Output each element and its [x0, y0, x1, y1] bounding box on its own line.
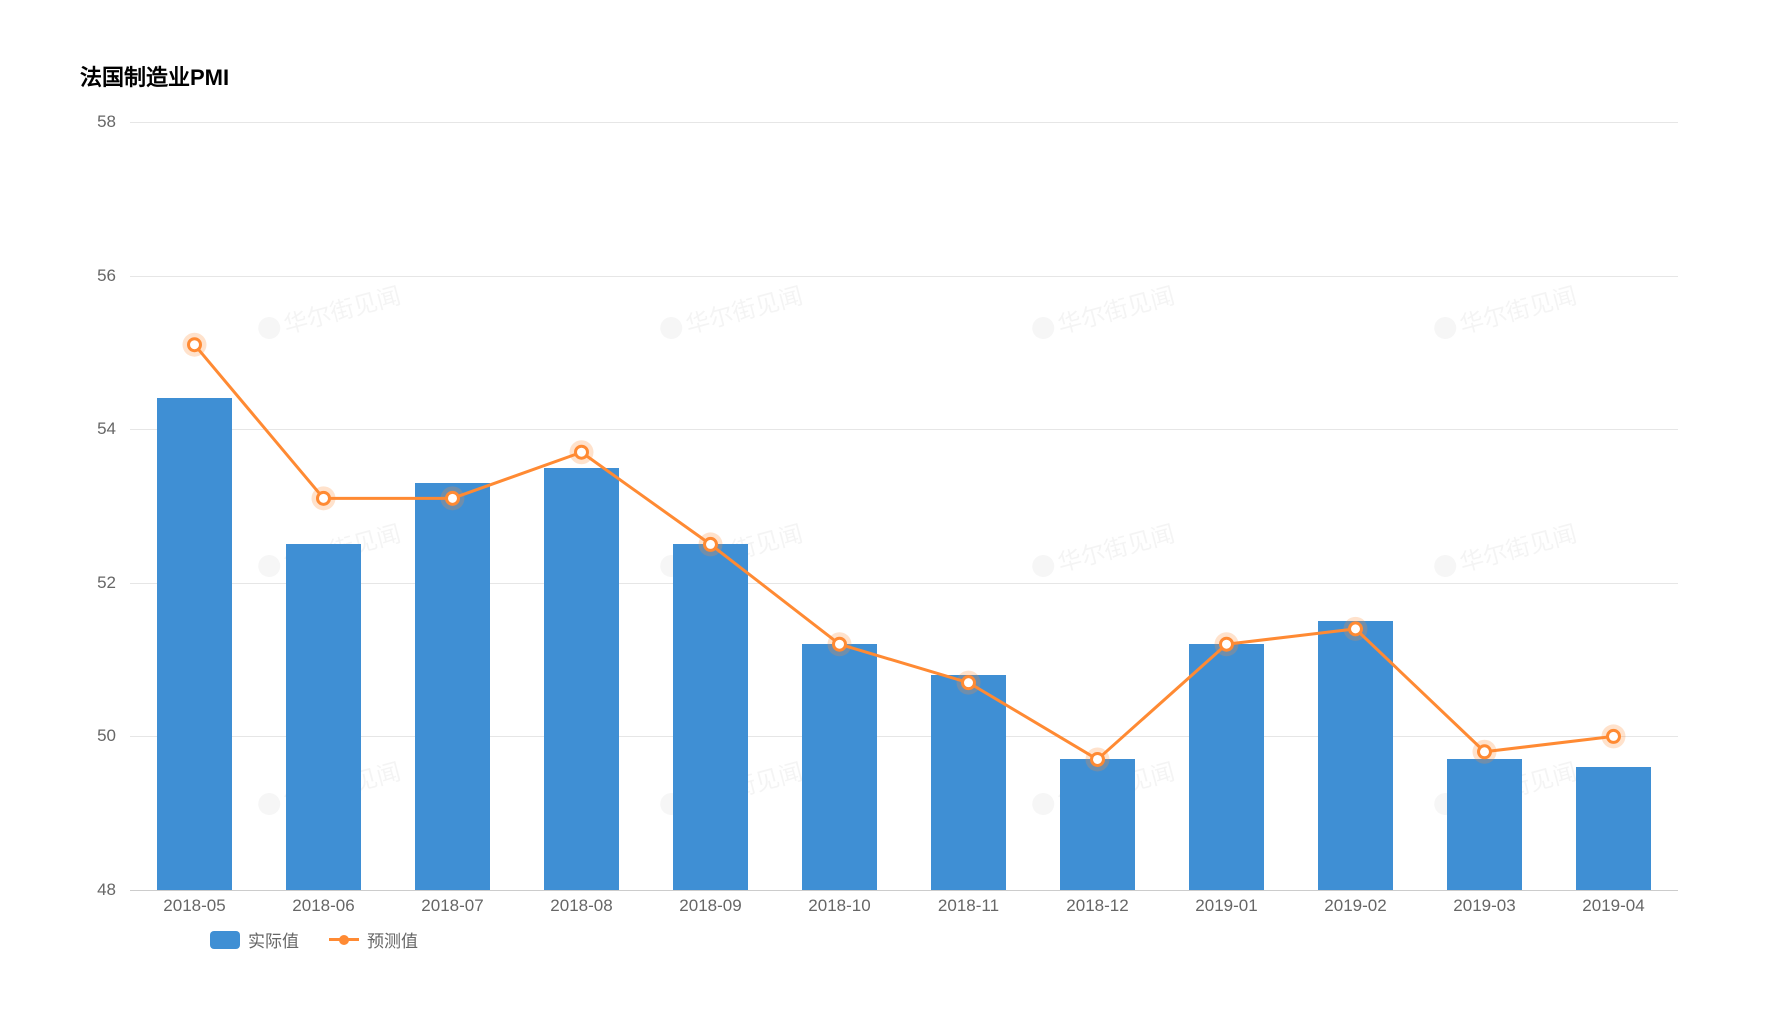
bar — [802, 644, 877, 890]
line-marker — [189, 339, 201, 351]
line-marker-glow — [570, 440, 594, 464]
grid-line — [130, 276, 1678, 277]
y-axis-label: 52 — [97, 573, 130, 593]
y-axis-label: 50 — [97, 726, 130, 746]
watermark: 华尔街见闻 — [254, 276, 404, 348]
x-axis-label: 2018-08 — [550, 896, 612, 916]
bar — [286, 544, 361, 890]
bar — [1318, 621, 1393, 890]
watermark: 华尔街见闻 — [1028, 276, 1178, 348]
legend-item-bar: 实际值 — [210, 927, 299, 952]
grid-line — [130, 736, 1678, 737]
x-axis-label: 2018-09 — [679, 896, 741, 916]
watermark: 华尔街见闻 — [656, 276, 806, 348]
bar — [1576, 767, 1651, 890]
line-marker — [318, 492, 330, 504]
bar — [1060, 759, 1135, 890]
x-axis-label: 2019-04 — [1582, 896, 1644, 916]
line-marker — [576, 446, 588, 458]
bar — [931, 675, 1006, 890]
legend-item-line: 预测值 — [329, 927, 418, 952]
x-axis-label: 2018-07 — [421, 896, 483, 916]
x-axis-label: 2018-11 — [938, 896, 999, 916]
legend: 实际值 预测值 — [210, 927, 418, 952]
legend-swatch-bar — [210, 931, 240, 949]
y-axis-label: 54 — [97, 419, 130, 439]
y-axis-label: 48 — [97, 880, 130, 900]
legend-swatch-line — [329, 938, 359, 941]
bar — [1447, 759, 1522, 890]
bar — [157, 398, 232, 890]
grid-line — [130, 429, 1678, 430]
chart-container: 法国制造业PMI 485052545658华尔街见闻华尔街见闻华尔街见闻华尔街见… — [0, 0, 1768, 1020]
chart-title: 法国制造业PMI — [80, 60, 1688, 92]
plot-region: 485052545658华尔街见闻华尔街见闻华尔街见闻华尔街见闻华尔街见闻华尔街… — [130, 122, 1678, 890]
watermark: 华尔街见闻 — [1430, 514, 1580, 586]
legend-label-line: 预测值 — [367, 927, 418, 952]
y-axis-label: 56 — [97, 266, 130, 286]
legend-label-bar: 实际值 — [248, 927, 299, 952]
x-axis-label: 2019-02 — [1324, 896, 1386, 916]
x-axis-label: 2018-05 — [163, 896, 225, 916]
line-marker-glow — [312, 486, 336, 510]
y-axis-label: 58 — [97, 112, 130, 132]
x-axis-label: 2018-06 — [292, 896, 354, 916]
line-marker-glow — [183, 333, 207, 357]
chart-area: 485052545658华尔街见闻华尔街见闻华尔街见闻华尔街见闻华尔街见闻华尔街… — [80, 122, 1688, 970]
x-axis-label: 2019-01 — [1195, 896, 1257, 916]
bar — [673, 544, 748, 890]
x-axis-label: 2018-12 — [1066, 896, 1128, 916]
x-axis-label: 2018-10 — [808, 896, 870, 916]
x-axis: 2018-05 2018-06 2018-07 2018-08 2018-09 2018-… — [130, 890, 1678, 920]
watermark: 华尔街见闻 — [1028, 514, 1178, 586]
line-marker — [1479, 746, 1491, 758]
line-path — [195, 345, 1614, 760]
bar — [1189, 644, 1264, 890]
x-axis-label: 2019-03 — [1453, 896, 1515, 916]
bar — [544, 468, 619, 890]
watermark: 华尔街见闻 — [1430, 276, 1580, 348]
bar — [415, 483, 490, 890]
grid-line — [130, 122, 1678, 123]
